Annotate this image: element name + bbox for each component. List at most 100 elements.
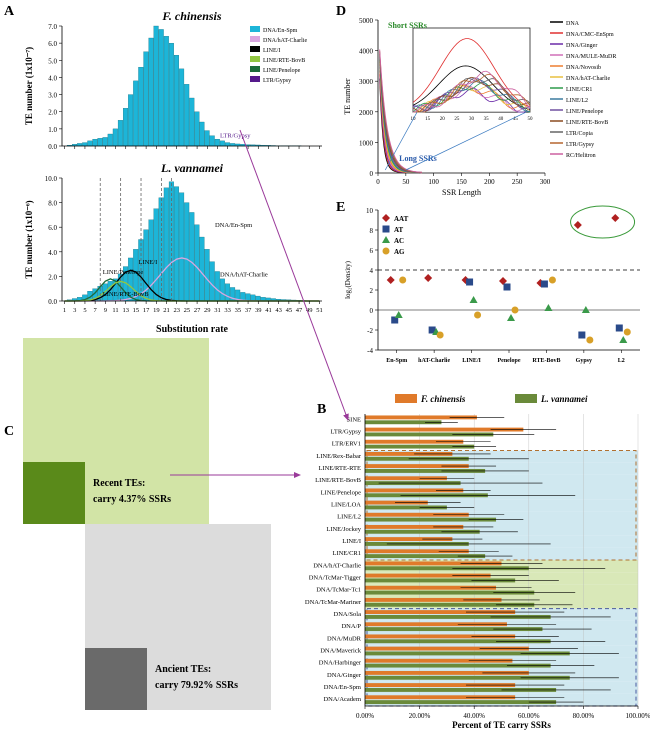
svg-text:0.0: 0.0 [48, 298, 57, 306]
svg-text:L. vannamei: L. vannamei [540, 394, 588, 404]
label-C: C [4, 424, 14, 440]
svg-text:0.0: 0.0 [48, 143, 57, 151]
svg-text:2: 2 [370, 287, 374, 295]
svg-text:50: 50 [528, 117, 534, 122]
svg-text:0: 0 [376, 178, 380, 186]
svg-text:carry 4.37% SSRs: carry 4.37% SSRs [93, 494, 171, 505]
svg-text:6.0: 6.0 [48, 40, 57, 48]
svg-text:4: 4 [370, 267, 374, 275]
svg-text:F. chinensis: F. chinensis [420, 394, 466, 404]
svg-text:25: 25 [454, 117, 460, 122]
label-A: A [4, 4, 14, 20]
svg-text:19: 19 [153, 307, 160, 314]
svg-text:20: 20 [440, 117, 446, 122]
svg-text:Short SSRs: Short SSRs [388, 21, 427, 30]
svg-text:DNA/Maverick: DNA/Maverick [320, 647, 362, 654]
svg-text:LINE/RTE-BovB: LINE/RTE-BovB [103, 291, 149, 298]
svg-text:39: 39 [255, 307, 262, 314]
svg-text:AT: AT [394, 226, 404, 234]
svg-text:LINE/RTE-RTE: LINE/RTE-RTE [318, 465, 361, 472]
svg-text:DNA/MULE-MuDR: DNA/MULE-MuDR [566, 54, 616, 60]
svg-text:DNA/Sola: DNA/Sola [334, 611, 362, 618]
svg-text:LINE/Jockey: LINE/Jockey [326, 526, 361, 533]
svg-text:DNA/hAT-Charlie: DNA/hAT-Charlie [263, 38, 307, 44]
svg-text:SSR Length: SSR Length [442, 188, 481, 197]
svg-text:0: 0 [370, 170, 374, 178]
svg-text:TE number: TE number [343, 78, 352, 115]
svg-text:Gypsy: Gypsy [576, 358, 592, 364]
svg-text:51: 51 [316, 307, 323, 314]
svg-text:100: 100 [428, 178, 439, 186]
svg-text:LINE/I: LINE/I [342, 538, 361, 545]
svg-text:DNA/Harbinger: DNA/Harbinger [319, 660, 362, 667]
svg-text:SINE: SINE [347, 416, 361, 423]
svg-text:3000: 3000 [359, 78, 374, 86]
svg-text:43: 43 [275, 307, 282, 314]
svg-text:DNA/En-Spm: DNA/En-Spm [324, 684, 361, 691]
svg-text:8: 8 [370, 227, 374, 235]
svg-text:8.0: 8.0 [48, 200, 57, 208]
svg-text:4000: 4000 [359, 48, 374, 56]
svg-text:Long SSRs: Long SSRs [399, 154, 437, 163]
svg-text:-2: -2 [367, 327, 373, 335]
svg-text:DNA/hAT-Charlie: DNA/hAT-Charlie [566, 76, 610, 82]
svg-text:LTR/Gypsy: LTR/Gypsy [331, 428, 362, 435]
svg-text:49: 49 [306, 307, 313, 314]
svg-text:Percent of TE carry SSRs: Percent of TE carry SSRs [452, 720, 551, 730]
svg-text:LINE/I: LINE/I [138, 259, 157, 266]
svg-text:2.0: 2.0 [48, 109, 57, 117]
svg-text:5000: 5000 [359, 17, 374, 25]
svg-text:27: 27 [194, 307, 201, 314]
svg-text:LTR/Gypsy: LTR/Gypsy [566, 142, 594, 148]
svg-text:20.00%: 20.00% [409, 712, 431, 720]
svg-text:-4: -4 [367, 347, 373, 355]
svg-text:DNA/Academ: DNA/Academ [323, 696, 361, 703]
svg-text:41: 41 [265, 307, 272, 314]
svg-text:LINE/Penelope: LINE/Penelope [103, 269, 144, 276]
svg-text:DNA: DNA [566, 21, 580, 27]
svg-text:6.0: 6.0 [48, 224, 57, 232]
svg-text:LINE/L2: LINE/L2 [337, 514, 361, 521]
svg-text:LTR/Gypsy: LTR/Gypsy [263, 78, 291, 84]
chart-b: SINELTR/GypsyLTR/ERV1LINE/Rex-BabarLINE/… [275, 390, 650, 730]
svg-text:DNA/TcMar-Mariner: DNA/TcMar-Mariner [305, 599, 362, 606]
chart-c: Recent TEs:carry 4.37% SSRsAncient TEs:c… [15, 334, 285, 734]
svg-text:7: 7 [94, 307, 98, 314]
svg-text:En-Spm: En-Spm [386, 358, 407, 364]
svg-text:13: 13 [122, 307, 129, 314]
svg-text:TE number (1x10⁻⁶): TE number (1x10⁻⁶) [24, 200, 34, 278]
svg-text:45: 45 [286, 307, 293, 314]
chart-d: 0501001502002503000100020003000400050001… [340, 8, 650, 198]
svg-text:9: 9 [104, 307, 107, 314]
svg-text:150: 150 [456, 178, 467, 186]
svg-text:1000: 1000 [359, 139, 374, 147]
svg-text:10: 10 [366, 207, 374, 215]
svg-text:37: 37 [245, 307, 252, 314]
svg-text:DNA/MuDR: DNA/MuDR [327, 635, 362, 642]
svg-text:4.0: 4.0 [48, 74, 57, 82]
svg-text:DNA/hAT-Charlie: DNA/hAT-Charlie [220, 271, 268, 278]
svg-text:L. vannamei: L. vannamei [160, 161, 224, 175]
svg-text:DNA/En-Spm: DNA/En-Spm [215, 222, 252, 229]
svg-text:F. chinensis: F. chinensis [161, 9, 221, 23]
svg-text:50: 50 [402, 178, 410, 186]
svg-text:log₂(Density): log₂(Density) [344, 260, 352, 298]
svg-text:11: 11 [112, 307, 118, 314]
chart-e: -4-20246810En-SpmhAT-CharlieLINE/IPenelo… [340, 200, 650, 375]
svg-text:17: 17 [143, 307, 150, 314]
svg-text:29: 29 [204, 307, 211, 314]
svg-text:10.0: 10.0 [45, 175, 58, 183]
svg-text:0.00%: 0.00% [356, 712, 374, 720]
svg-text:33: 33 [224, 307, 231, 314]
svg-text:DNA/TcMar-Tc1: DNA/TcMar-Tc1 [316, 587, 361, 594]
svg-text:100.00%: 100.00% [625, 712, 650, 720]
svg-text:25: 25 [184, 307, 191, 314]
svg-text:DNA/Ginger: DNA/Ginger [327, 672, 362, 679]
svg-text:6: 6 [370, 247, 374, 255]
svg-text:LTR/Gypsy: LTR/Gypsy [220, 132, 251, 139]
svg-text:LTR/Copia: LTR/Copia [566, 131, 593, 137]
svg-text:7.0: 7.0 [48, 23, 57, 31]
svg-text:LINE/CR1: LINE/CR1 [566, 87, 592, 93]
svg-text:31: 31 [214, 307, 221, 314]
svg-text:23: 23 [173, 307, 180, 314]
